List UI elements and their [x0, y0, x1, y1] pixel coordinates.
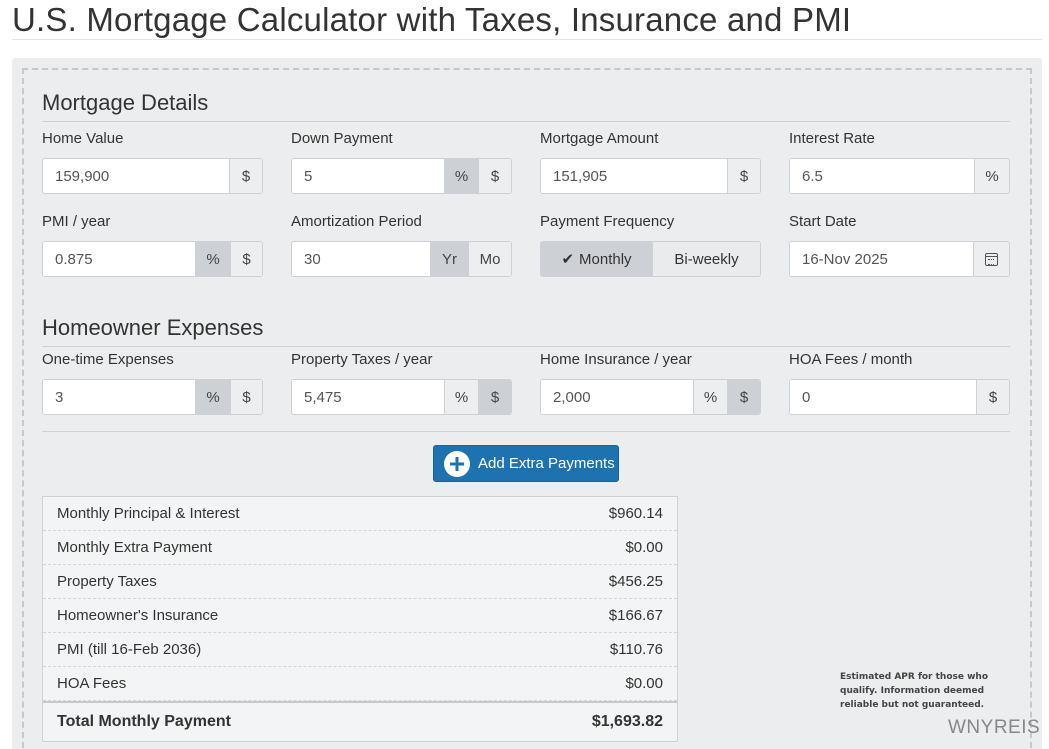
- property-taxes-dollar-toggle[interactable]: $: [478, 380, 511, 414]
- summary-value: $166.67: [609, 607, 663, 624]
- home-insurance-group: % $: [540, 379, 761, 415]
- amortization-input[interactable]: [292, 242, 430, 276]
- down-payment-group: % $: [291, 158, 512, 194]
- property-taxes-input[interactable]: [292, 380, 444, 414]
- home-insurance-label: Home Insurance / year: [540, 351, 692, 368]
- interest-rate-percent-addon: %: [974, 159, 1009, 193]
- summary-label: HOA Fees: [57, 675, 126, 692]
- interest-rate-label: Interest Rate: [789, 130, 875, 147]
- title-divider: [12, 39, 1042, 40]
- table-row: Property Taxes $456.25: [43, 565, 677, 599]
- amortization-year-toggle[interactable]: Yr: [430, 242, 468, 276]
- frequency-monthly-button[interactable]: ✔ Monthly: [541, 242, 652, 276]
- table-row: PMI (till 16-Feb 2036) $110.76: [43, 633, 677, 667]
- property-taxes-label: Property Taxes / year: [291, 351, 432, 368]
- summary-label: Property Taxes: [57, 573, 157, 590]
- home-value-group: $: [42, 158, 263, 194]
- pmi-label: PMI / year: [42, 213, 110, 230]
- start-date-input[interactable]: [790, 242, 973, 276]
- mortgage-amount-group: $: [540, 158, 761, 194]
- summary-value: $0.00: [625, 539, 663, 556]
- add-extra-payments-label: Add Extra Payments: [478, 455, 615, 472]
- section-divider: [42, 346, 1010, 347]
- payment-frequency-label: Payment Frequency: [540, 213, 674, 230]
- pmi-group: % $: [42, 241, 263, 277]
- home-value-dollar-addon: $: [229, 159, 262, 193]
- section-divider: [42, 431, 1010, 432]
- frequency-biweekly-button[interactable]: Bi-weekly: [652, 242, 760, 276]
- hoa-fees-label: HOA Fees / month: [789, 351, 912, 368]
- page-title: U.S. Mortgage Calculator with Taxes, Ins…: [12, 0, 851, 40]
- hoa-fees-dollar-addon: $: [976, 380, 1009, 414]
- summary-value: $960.14: [609, 505, 663, 522]
- summary-value: $456.25: [609, 573, 663, 590]
- calendar-icon: [985, 253, 998, 266]
- total-value: $1,693.82: [592, 713, 663, 731]
- payment-summary-table: Monthly Principal & Interest $960.14 Mon…: [42, 496, 678, 742]
- section-title-homeowner-expenses: Homeowner Expenses: [42, 315, 263, 341]
- summary-label: Monthly Extra Payment: [57, 539, 212, 556]
- pmi-input[interactable]: [43, 242, 195, 276]
- pmi-percent-toggle[interactable]: %: [195, 242, 230, 276]
- one-time-dollar-toggle[interactable]: $: [230, 380, 262, 414]
- add-extra-payments-button[interactable]: Add Extra Payments: [433, 445, 619, 482]
- down-payment-dollar-toggle[interactable]: $: [478, 159, 511, 193]
- check-icon: ✔: [561, 250, 574, 268]
- mortgage-amount-label: Mortgage Amount: [540, 130, 658, 147]
- disclaimer-text: Estimated APR for those who qualify. Inf…: [840, 670, 990, 712]
- down-payment-percent-toggle[interactable]: %: [444, 159, 478, 193]
- one-time-expenses-input[interactable]: [43, 380, 195, 414]
- mortgage-amount-dollar-addon: $: [727, 159, 760, 193]
- section-divider: [42, 121, 1010, 122]
- home-insurance-input[interactable]: [541, 380, 693, 414]
- property-taxes-percent-toggle[interactable]: %: [444, 380, 478, 414]
- down-payment-input[interactable]: [292, 159, 444, 193]
- home-value-label: Home Value: [42, 130, 123, 147]
- one-time-percent-toggle[interactable]: %: [195, 380, 230, 414]
- watermark: WNYREIS: [948, 717, 1040, 739]
- pmi-dollar-toggle[interactable]: $: [230, 242, 262, 276]
- total-label: Total Monthly Payment: [57, 713, 231, 731]
- interest-rate-group: %: [789, 158, 1010, 194]
- start-date-label: Start Date: [789, 213, 857, 230]
- home-insurance-percent-toggle[interactable]: %: [693, 380, 727, 414]
- table-row: Monthly Principal & Interest $960.14: [43, 497, 677, 531]
- summary-label: PMI (till 16-Feb 2036): [57, 641, 201, 658]
- section-title-mortgage-details: Mortgage Details: [42, 90, 208, 116]
- summary-label: Monthly Principal & Interest: [57, 505, 240, 522]
- calendar-button[interactable]: [973, 242, 1009, 276]
- table-row: Homeowner's Insurance $166.67: [43, 599, 677, 633]
- summary-label: Homeowner's Insurance: [57, 607, 218, 624]
- amortization-month-toggle[interactable]: Mo: [468, 242, 511, 276]
- amortization-group: Yr Mo: [291, 241, 512, 277]
- start-date-group: [789, 241, 1010, 277]
- home-insurance-dollar-toggle[interactable]: $: [727, 380, 760, 414]
- frequency-monthly-label: Monthly: [579, 251, 632, 268]
- one-time-expenses-label: One-time Expenses: [42, 351, 174, 368]
- one-time-expenses-group: % $: [42, 379, 263, 415]
- total-row: Total Monthly Payment $1,693.82: [43, 701, 677, 741]
- down-payment-label: Down Payment: [291, 130, 393, 147]
- table-row: HOA Fees $0.00: [43, 667, 677, 701]
- home-value-input[interactable]: [43, 159, 229, 193]
- amortization-label: Amortization Period: [291, 213, 422, 230]
- plus-circle-icon: [444, 451, 470, 477]
- payment-frequency-toggle: ✔ Monthly Bi-weekly: [540, 241, 761, 277]
- hoa-fees-input[interactable]: [790, 380, 976, 414]
- property-taxes-group: % $: [291, 379, 512, 415]
- mortgage-amount-input[interactable]: [541, 159, 727, 193]
- hoa-fees-group: $: [789, 379, 1010, 415]
- summary-value: $0.00: [625, 675, 663, 692]
- summary-value: $110.76: [610, 641, 663, 658]
- interest-rate-input[interactable]: [790, 159, 974, 193]
- table-row: Monthly Extra Payment $0.00: [43, 531, 677, 565]
